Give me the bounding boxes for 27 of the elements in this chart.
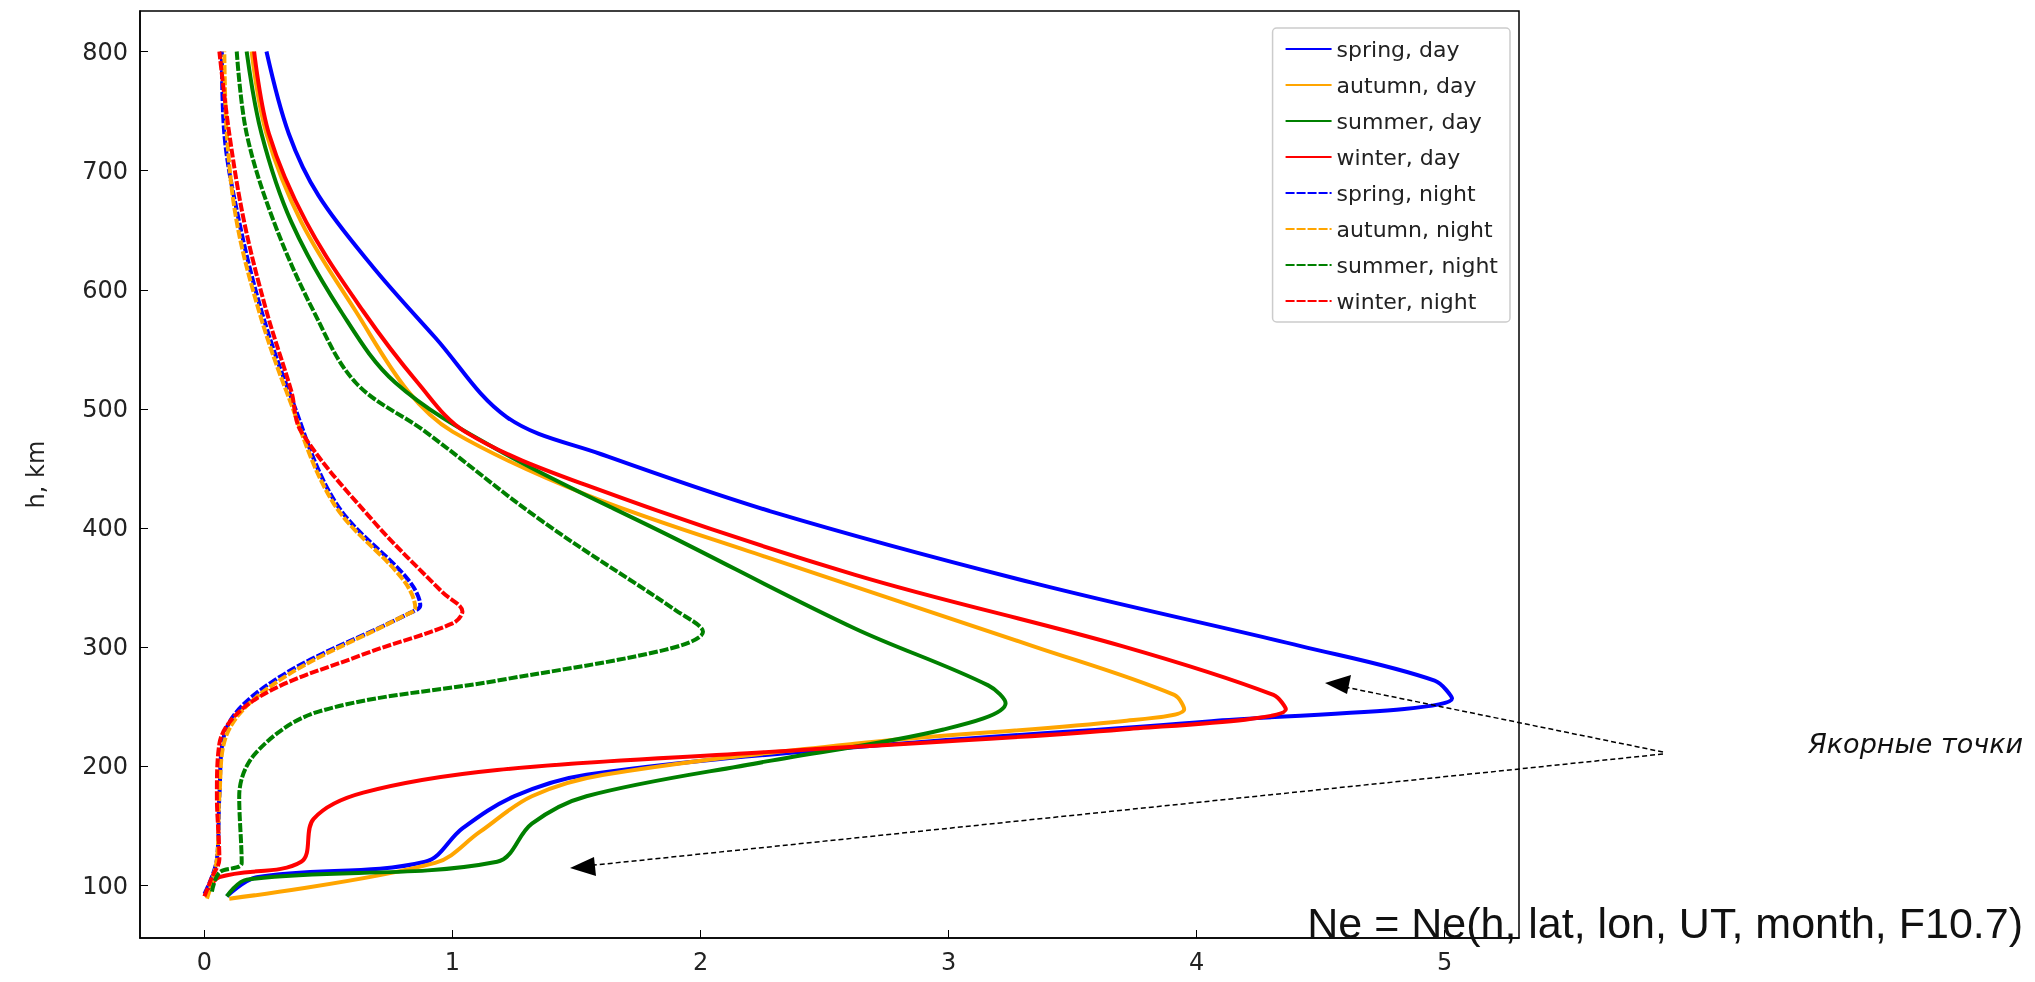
y-tick-label: 300	[82, 633, 128, 662]
y-tick-label: 100	[82, 871, 128, 900]
line-series	[224, 49, 1008, 899]
line-series	[209, 49, 706, 894]
y-axis-title: h, km	[22, 440, 50, 509]
y-tick-label: 700	[82, 156, 128, 185]
legend-label: spring, night	[1336, 180, 1477, 206]
y-tick-label: 200	[82, 752, 128, 781]
legend-label: autumn, day	[1336, 72, 1477, 98]
text: Якорные точки	[1807, 728, 2024, 759]
x-tick-label: 0	[196, 948, 213, 976]
legend-label: autumn, night	[1336, 216, 1493, 242]
legend-label: summer, night	[1336, 252, 1499, 278]
y-tick-label: 800	[82, 37, 128, 66]
x-tick-label: 2	[692, 948, 709, 976]
x-tick-label: 3	[940, 948, 957, 976]
annotation: Ne = Ne(h, lat, lon, UT, month, F10.7)	[1307, 898, 2023, 947]
legend-label: spring, day	[1336, 36, 1460, 62]
x-tick-label: 4	[1188, 948, 1205, 976]
y-tick-label: 500	[82, 394, 128, 423]
legend-label: winter, day	[1336, 144, 1461, 170]
y-tick-label: 600	[82, 275, 128, 304]
legend-label: summer, day	[1336, 108, 1482, 134]
legend-label: winter, night	[1336, 288, 1477, 314]
x-tick-label: 5	[1436, 948, 1453, 976]
y-tick-label: 400	[82, 514, 128, 543]
x-tick-label: 1	[444, 948, 461, 976]
